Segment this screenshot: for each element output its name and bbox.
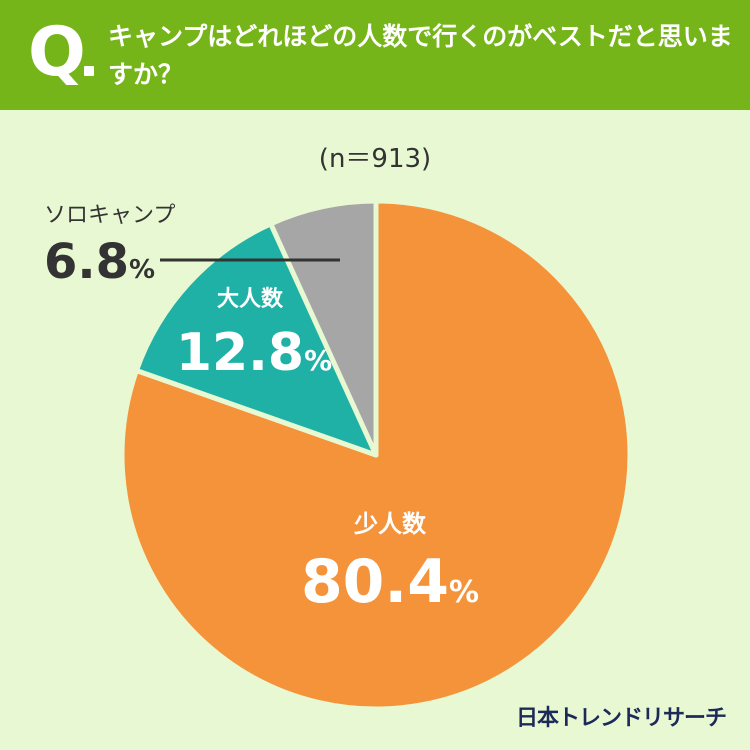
slice-label-small-group: 少人数 [353,510,427,538]
pie-slices [119,198,633,712]
question-header: Q キャンプはどれほどの人数で行くのがベストだと思いますか？ [0,0,750,110]
q-dot [84,66,94,76]
slice-value-large-group: 12.8% [176,323,332,383]
q-label: Q [28,13,86,92]
pie-slice-solo [268,198,379,458]
sample-size: (n＝913) [318,144,432,174]
brand-logo-text: 日本トレンドリサーチ [515,706,727,731]
pie-slice-large-group [133,221,379,458]
question-text: キャンプはどれほどの人数で行くのがベストだと思いますか？ [108,22,733,89]
slice-label-large-group: 大人数 [217,286,284,312]
slice-label-solo: ソロキャンプ [44,203,175,228]
slice-value-solo: 6.8% [44,234,155,290]
slice-value-small-group: 80.4% [301,547,479,617]
